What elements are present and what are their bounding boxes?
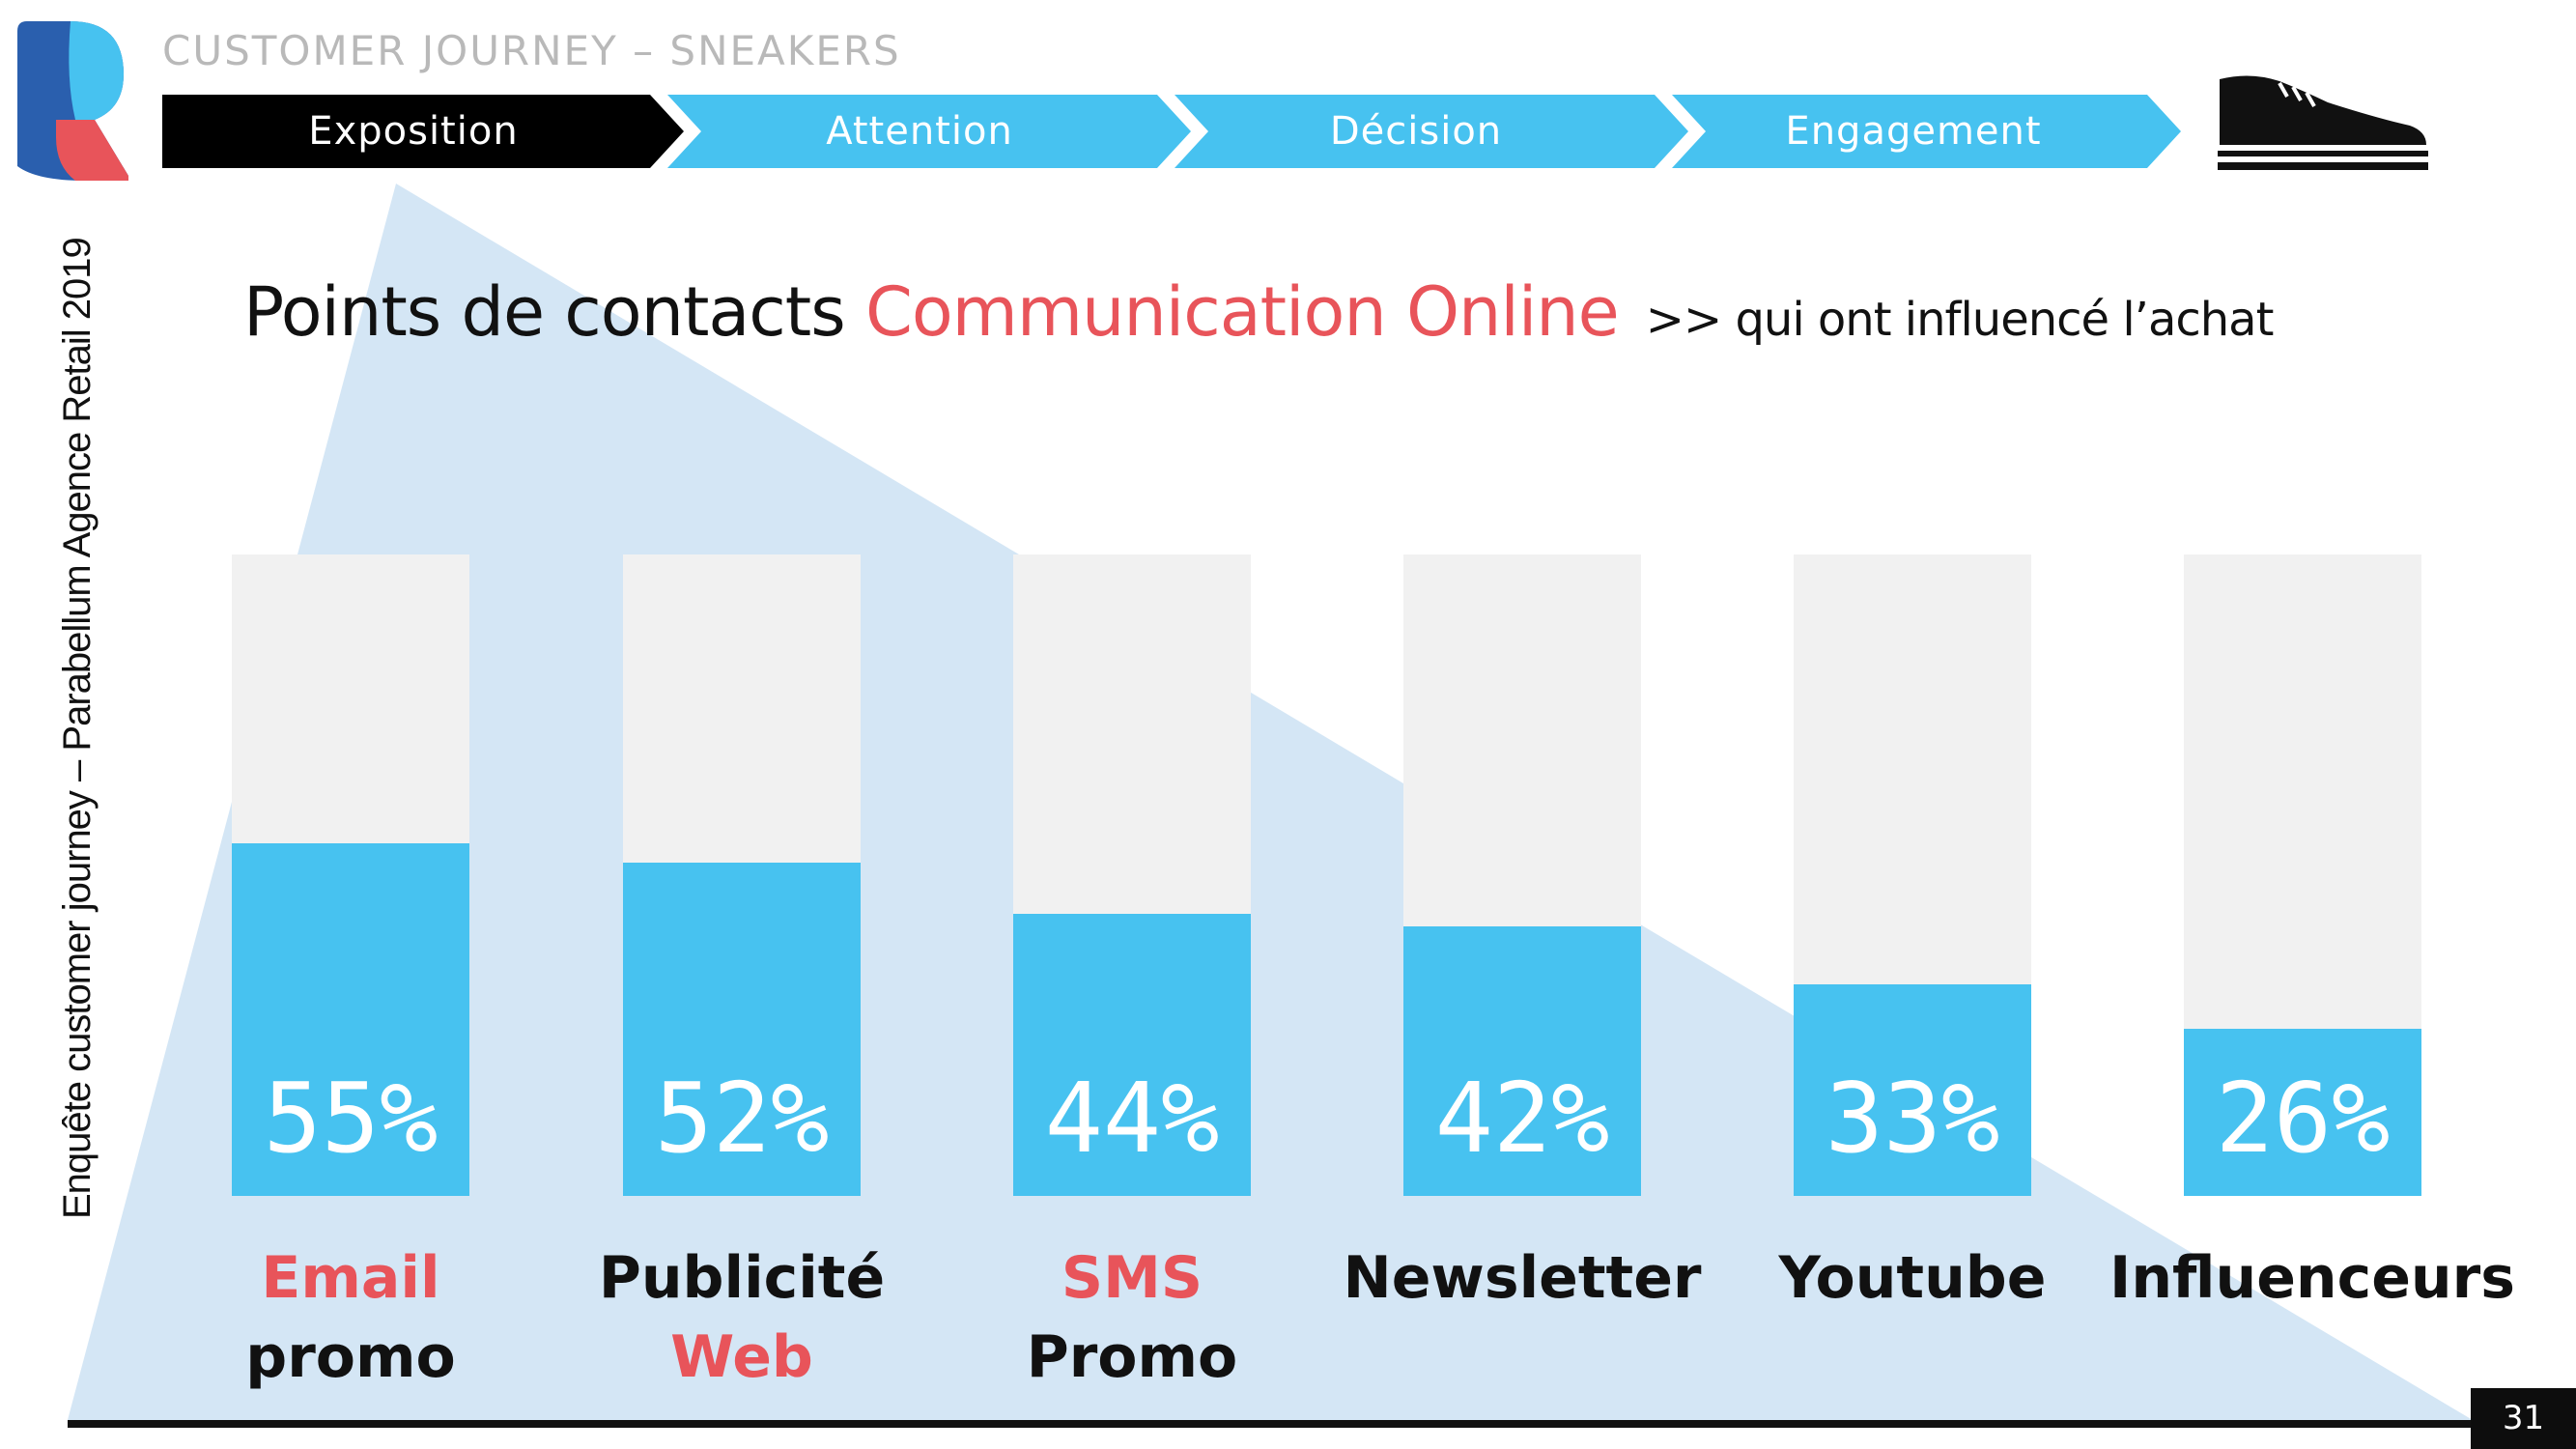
bar-value-label: 52% <box>654 1062 830 1175</box>
bar <box>623 863 861 1196</box>
brand-logo-icon <box>17 21 128 181</box>
category-label: Publicité Web <box>549 1238 935 1397</box>
bar-track: 55% <box>232 554 469 1196</box>
baseline-rule <box>68 1420 2473 1428</box>
bar <box>232 843 469 1196</box>
step-exposition-shape <box>162 95 684 168</box>
bar-value-label: 26% <box>2215 1062 2391 1175</box>
category-label-line: Promo <box>1026 1323 1238 1391</box>
step-attention-shape <box>667 95 1191 168</box>
bar-track: 26% <box>2184 554 2421 1196</box>
category-label: Youtube <box>1719 1238 2106 1318</box>
category-label: Influenceurs <box>2109 1238 2515 1318</box>
step-decision: Décision <box>1329 109 1503 154</box>
journey-steps <box>162 95 2181 168</box>
headline-subtitle: >> qui ont influencé l’achat <box>1645 293 2275 347</box>
step-decision-shape <box>1175 95 1688 168</box>
category-label-line: Influenceurs <box>2109 1244 2515 1312</box>
category-label: Newsletter <box>1329 1238 1715 1318</box>
bar-value-label: 42% <box>1434 1062 1610 1175</box>
header-title: CUSTOMER JOURNEY – SNEAKERS <box>162 27 901 74</box>
side-source-text: Enquête customer journey – Parabellum Ag… <box>56 238 99 1219</box>
category-label-line: Publicité <box>598 1244 886 1312</box>
headline-part1: Points de contacts <box>243 272 846 352</box>
category-label: Email promo <box>157 1238 544 1397</box>
sneaker-icon <box>2218 75 2428 170</box>
headline: Points de contacts Communication Online >… <box>243 272 2275 352</box>
bar-track: 42% <box>1403 554 1641 1196</box>
bar-value-label: 33% <box>1825 1062 2000 1175</box>
category-label-line: Newsletter <box>1343 1244 1702 1312</box>
bar-track: 44% <box>1013 554 1251 1196</box>
headline-accent: Communication Online <box>864 272 1620 352</box>
category-label-line: Youtube <box>1778 1244 2047 1312</box>
bar-track: 33% <box>1794 554 2031 1196</box>
category-label: SMS Promo <box>939 1238 1325 1397</box>
bar <box>1794 984 2031 1196</box>
step-engagement-shape <box>1672 95 2181 168</box>
bar <box>1403 926 1641 1196</box>
page-number: 31 <box>2471 1388 2576 1449</box>
category-label-line: Web <box>670 1323 813 1391</box>
bar <box>1013 914 1251 1196</box>
step-attention: Attention <box>826 109 1013 154</box>
category-label-line: promo <box>245 1323 456 1391</box>
category-label-line: Email <box>261 1244 440 1312</box>
step-engagement: Engagement <box>1785 109 2042 154</box>
bar <box>2184 1029 2421 1196</box>
bar-value-label: 55% <box>263 1062 439 1175</box>
bar-track: 52% <box>623 554 861 1196</box>
category-label-line: SMS <box>1061 1244 1203 1312</box>
step-exposition: Exposition <box>308 109 519 154</box>
bar-value-label: 44% <box>1044 1062 1220 1175</box>
